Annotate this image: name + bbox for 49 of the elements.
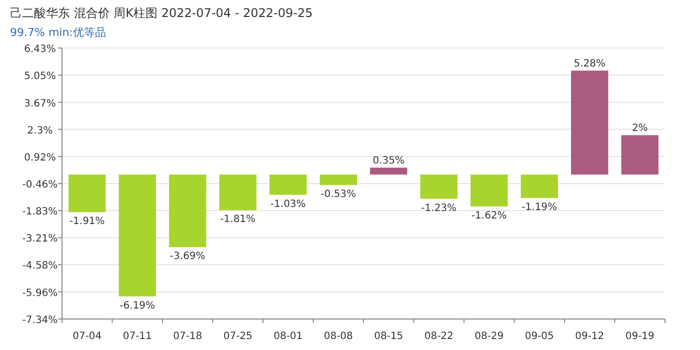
data-label: 2%	[632, 123, 648, 134]
y-tick-label: -0.46%	[22, 180, 58, 191]
y-tick-label: -1.83%	[22, 206, 58, 218]
x-tick-label: 08-15	[374, 331, 404, 342]
x-tick-label: 08-08	[324, 331, 353, 342]
bar	[370, 168, 408, 175]
y-tick-label: 5.05%	[24, 71, 56, 82]
y-tick-label: 2.3%	[27, 125, 53, 136]
x-tick-label: 08-01	[274, 331, 303, 342]
bar	[520, 174, 558, 198]
x-tick-label: 07-18	[173, 331, 202, 342]
data-label: -1.81%	[220, 214, 256, 226]
data-label: -1.91%	[69, 216, 105, 228]
y-tick-label: 0.92%	[24, 152, 56, 164]
y-tick-label: -5.96%	[22, 288, 58, 299]
bar	[169, 174, 206, 248]
y-tick-label: -4.58%	[22, 260, 58, 272]
y-tick-label: 6.43%	[24, 44, 56, 55]
data-label: -6.19%	[120, 300, 156, 312]
bar	[470, 174, 508, 206]
bar	[68, 174, 106, 212]
y-tick-label: 3.67%	[24, 98, 56, 110]
data-label: -1.03%	[270, 198, 306, 210]
x-tick-label: 09-05	[524, 331, 554, 342]
data-label: 5.28%	[574, 58, 606, 70]
data-label: 0.35%	[372, 156, 405, 167]
bar	[320, 174, 357, 185]
x-tick-label: 07-11	[122, 331, 152, 342]
bar	[420, 174, 458, 199]
chart-subtitle: 99.7% min:优等品	[10, 26, 106, 39]
data-label: -1.19%	[522, 202, 558, 213]
y-tick-label: -3.21%	[22, 234, 58, 245]
chart-title: 己二酸华东 混合价 周K柱图 2022-07-04 - 2022-09-25	[10, 6, 313, 20]
x-tick-label: 08-29	[474, 331, 504, 342]
data-label: -3.69%	[170, 251, 206, 262]
bar	[621, 135, 658, 175]
data-label: -1.23%	[421, 202, 457, 214]
data-label: -1.62%	[471, 210, 507, 222]
x-tick-label: 07-25	[223, 331, 252, 342]
bar	[118, 174, 156, 296]
y-tick-label: -7.34%	[22, 315, 58, 326]
data-label: -0.53%	[320, 188, 356, 200]
x-tick-label: 09-19	[625, 331, 654, 342]
bar	[270, 174, 307, 195]
bar	[571, 70, 608, 175]
x-tick-label: 07-04	[72, 331, 102, 342]
bar	[219, 174, 256, 210]
x-tick-label: 09-12	[575, 331, 604, 342]
x-tick-label: 08-22	[424, 331, 454, 342]
